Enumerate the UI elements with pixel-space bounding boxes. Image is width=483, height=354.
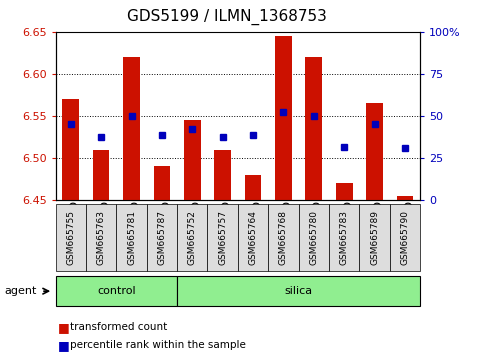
Text: agent: agent (5, 286, 37, 296)
Text: GSM665757: GSM665757 (218, 210, 227, 265)
Text: GSM665787: GSM665787 (157, 210, 167, 265)
Bar (93, 150, 110, 200)
Bar (366, 103, 383, 200)
Bar (305, 57, 322, 200)
Bar (275, 36, 292, 200)
Text: ■: ■ (58, 339, 70, 352)
Text: GSM665783: GSM665783 (340, 210, 349, 265)
Bar (123, 57, 140, 200)
Text: control: control (97, 286, 136, 296)
Text: GSM665790: GSM665790 (400, 210, 410, 265)
Text: GSM665752: GSM665752 (188, 210, 197, 265)
Bar (62, 99, 79, 200)
Bar (245, 175, 261, 200)
Text: GSM665768: GSM665768 (279, 210, 288, 265)
Text: GSM665755: GSM665755 (66, 210, 75, 265)
Text: GSM665763: GSM665763 (97, 210, 106, 265)
Text: percentile rank within the sample: percentile rank within the sample (70, 340, 246, 350)
Text: ■: ■ (58, 321, 70, 334)
Text: GSM665780: GSM665780 (309, 210, 318, 265)
Text: GSM665781: GSM665781 (127, 210, 136, 265)
Text: GSM665764: GSM665764 (249, 210, 257, 265)
Bar (397, 196, 413, 200)
Bar (154, 166, 170, 200)
Bar (214, 150, 231, 200)
Text: GDS5199 / ILMN_1368753: GDS5199 / ILMN_1368753 (127, 9, 327, 25)
Bar (184, 120, 200, 200)
Text: silica: silica (284, 286, 313, 296)
Text: transformed count: transformed count (70, 322, 167, 332)
Text: GSM665789: GSM665789 (370, 210, 379, 265)
Bar (336, 183, 353, 200)
